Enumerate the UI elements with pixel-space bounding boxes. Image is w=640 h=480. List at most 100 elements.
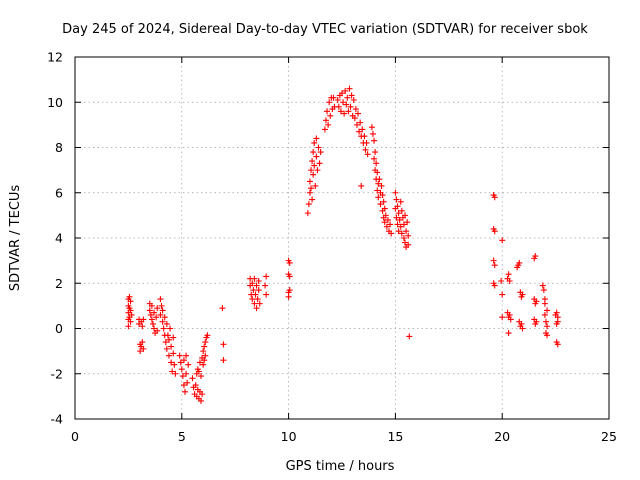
data-point (373, 160, 380, 167)
data-point (346, 85, 353, 92)
data-point (541, 311, 548, 318)
y-tick-label: 6 (55, 185, 63, 200)
data-point (539, 282, 546, 289)
data-point (200, 348, 207, 355)
data-point (253, 282, 260, 289)
y-tick-label: 12 (47, 50, 63, 65)
data-point (198, 373, 205, 380)
x-tick-label: 5 (178, 429, 186, 444)
data-point (315, 144, 322, 151)
data-point (544, 332, 551, 339)
data-point (507, 316, 514, 323)
data-point (184, 379, 191, 386)
data-point (499, 291, 506, 298)
y-tick-labels: -4 -2 0 2 4 6 8 10 12 (47, 50, 63, 427)
data-point (182, 388, 189, 395)
data-point (393, 214, 400, 221)
data-point (341, 110, 348, 117)
data-point (170, 334, 177, 341)
data-point (168, 343, 175, 350)
data-point (286, 287, 293, 294)
data-point (255, 277, 262, 284)
data-point (263, 291, 270, 298)
data-point (158, 302, 165, 309)
data-point (519, 325, 526, 332)
data-point (250, 287, 257, 294)
data-point (532, 253, 539, 260)
data-point (533, 298, 540, 305)
data-point (339, 90, 345, 97)
data-point (185, 361, 192, 368)
data-point (146, 307, 153, 314)
data-point (312, 182, 319, 189)
data-point (506, 311, 513, 318)
y-tick-label: 2 (55, 276, 63, 291)
data-point (170, 350, 177, 357)
data-point (362, 146, 369, 153)
data-point (163, 345, 170, 352)
data-point (252, 291, 259, 298)
data-point (325, 121, 332, 128)
data-point (219, 305, 226, 312)
data-point (126, 293, 133, 300)
data-point (183, 352, 190, 359)
data-point (541, 300, 548, 307)
data-point (334, 96, 341, 103)
data-point (402, 212, 409, 219)
data-point (139, 323, 146, 330)
data-point (251, 275, 258, 282)
data-point (326, 99, 333, 106)
data-point (387, 221, 394, 228)
data-point (498, 277, 505, 284)
data-point (127, 318, 134, 325)
data-point (384, 216, 391, 223)
data-point (313, 153, 320, 160)
data-point (251, 300, 258, 307)
data-point (394, 221, 401, 228)
data-point (310, 171, 317, 178)
data-point (361, 133, 368, 140)
data-point (371, 137, 378, 144)
data-point (153, 314, 160, 321)
data-point (368, 124, 375, 131)
data-point (400, 235, 407, 241)
data-point (554, 341, 561, 348)
data-point (396, 216, 403, 223)
data-point (402, 239, 409, 246)
data-point (364, 151, 371, 158)
data-point (398, 207, 405, 214)
data-point (157, 311, 164, 318)
data-point (310, 149, 317, 156)
data-point (309, 158, 316, 165)
data-point (220, 357, 227, 364)
data-point (159, 307, 166, 314)
data-point (201, 357, 208, 364)
y-tick-label: 4 (55, 231, 63, 246)
data-point (200, 361, 207, 368)
data-point (127, 298, 134, 305)
data-point (157, 296, 164, 303)
x-tick-label: 15 (387, 429, 403, 444)
data-point (154, 305, 161, 312)
data-point (392, 189, 399, 196)
data-point (179, 373, 186, 380)
data-point (202, 339, 209, 346)
data-point (394, 203, 401, 210)
data-point (180, 382, 187, 389)
data-point (249, 296, 256, 303)
data-point (533, 318, 540, 325)
data-point (176, 352, 183, 359)
data-point (195, 368, 202, 375)
y-tick-label: -2 (51, 366, 63, 381)
y-tick-label: 0 (55, 321, 63, 336)
data-point (347, 103, 354, 110)
data-point (400, 221, 407, 228)
data-point (154, 327, 161, 334)
data-point (378, 182, 385, 189)
data-point (139, 339, 146, 346)
data-point (335, 103, 342, 110)
axis-ticks (74, 56, 610, 420)
data-point (256, 300, 263, 307)
data-point (313, 135, 320, 142)
